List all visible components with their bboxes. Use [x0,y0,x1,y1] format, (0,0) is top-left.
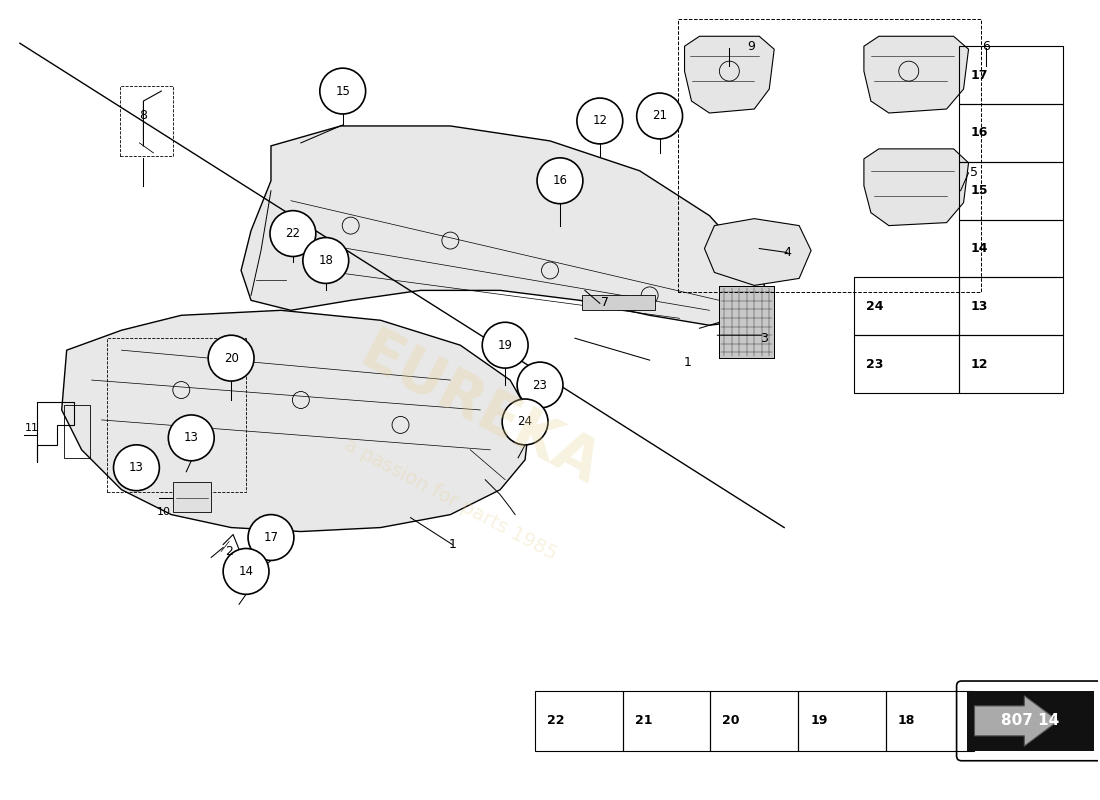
Text: 20: 20 [723,714,740,727]
Text: 19: 19 [497,338,513,352]
Circle shape [576,98,623,144]
Circle shape [113,445,160,490]
Circle shape [249,514,294,561]
Text: 18: 18 [898,714,915,727]
Polygon shape [684,36,774,113]
Polygon shape [719,286,774,358]
Text: 8: 8 [140,110,147,122]
Bar [958,104,1064,162]
Text: 14: 14 [970,242,988,255]
Text: 17: 17 [970,69,988,82]
Polygon shape [704,218,811,286]
Text: 10: 10 [156,506,170,517]
Text: a passion for parts 1985: a passion for parts 1985 [341,435,560,564]
Polygon shape [582,295,654,310]
Text: 12: 12 [970,358,988,370]
Circle shape [168,415,214,461]
Text: 22: 22 [285,227,300,240]
Bar [958,278,1064,335]
Circle shape [637,93,682,139]
Circle shape [482,322,528,368]
Text: 14: 14 [239,565,254,578]
Text: 20: 20 [223,352,239,365]
Bar [958,46,1064,104]
Text: 18: 18 [318,254,333,267]
Text: 21: 21 [652,110,667,122]
Text: 17: 17 [264,531,278,544]
Bar [535,691,623,750]
Text: 7: 7 [601,296,608,309]
Text: 24: 24 [518,415,532,429]
Circle shape [503,399,548,445]
Text: 807 14: 807 14 [1001,714,1059,728]
Bar [799,691,886,750]
Bar [886,691,974,750]
Text: 13: 13 [184,431,199,444]
Text: 2: 2 [226,545,233,558]
Text: EUREKA: EUREKA [351,323,609,497]
Text: 1: 1 [683,356,692,369]
Text: 11: 11 [25,423,39,433]
Text: 15: 15 [336,85,350,98]
Bar [958,335,1064,393]
Bar [854,335,958,393]
Text: 3: 3 [760,332,768,345]
Bar [854,278,958,335]
Circle shape [537,158,583,204]
Text: 6: 6 [982,40,990,53]
Circle shape [270,210,316,257]
Text: 19: 19 [810,714,827,727]
Polygon shape [241,126,769,326]
Text: 21: 21 [635,714,652,727]
Bar [711,691,799,750]
Bar [958,162,1064,220]
Text: 23: 23 [532,378,548,391]
Circle shape [517,362,563,408]
Circle shape [320,68,365,114]
Text: 4: 4 [783,246,791,259]
Text: 12: 12 [592,114,607,127]
Polygon shape [864,36,968,113]
Polygon shape [975,696,1058,746]
Bar [967,691,1094,750]
Text: 23: 23 [866,358,883,370]
Polygon shape [62,310,530,531]
Text: 9: 9 [747,40,756,53]
Circle shape [302,238,349,283]
Text: 13: 13 [970,300,988,313]
Polygon shape [864,149,968,226]
Text: 24: 24 [866,300,883,313]
Text: 16: 16 [552,174,568,187]
Text: 1: 1 [449,538,456,551]
Circle shape [223,549,270,594]
Text: 16: 16 [970,126,988,139]
Text: 22: 22 [547,714,564,727]
Circle shape [208,335,254,381]
Text: 13: 13 [129,462,144,474]
Text: 15: 15 [970,184,988,198]
Bar [958,220,1064,278]
Text: 5: 5 [969,166,978,179]
Bar [623,691,711,750]
Polygon shape [174,482,211,512]
